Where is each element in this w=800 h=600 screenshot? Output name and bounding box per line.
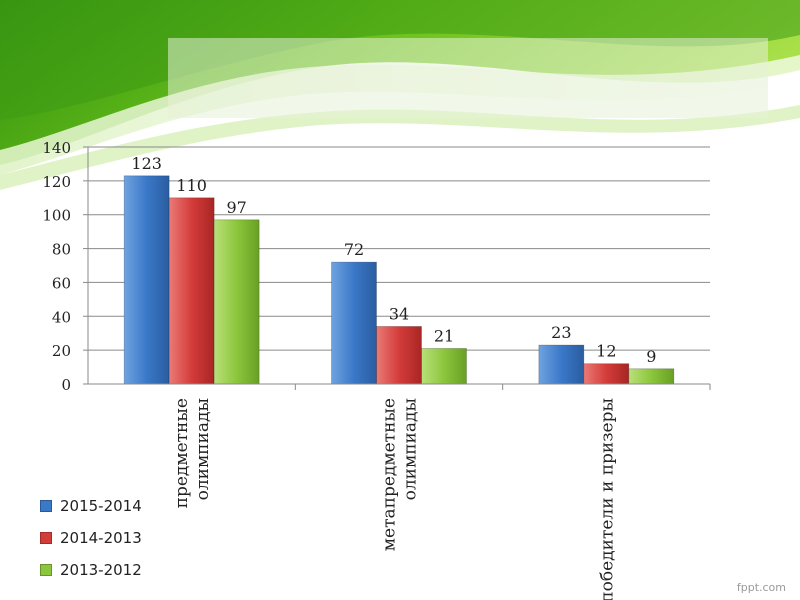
data-label-series-1: 123 <box>131 154 162 173</box>
bar-series-2 <box>168 197 215 385</box>
data-label-series-3: 9 <box>646 347 656 366</box>
bar-series-3 <box>628 368 675 385</box>
legend-label-series-1: 2015-2014 <box>60 497 142 515</box>
x-category-label-line: победители и призеры <box>597 398 617 600</box>
bar-series-2 <box>583 363 630 385</box>
legend-item-series-3: 2013-2012 <box>40 554 142 586</box>
slide-title-placeholder <box>168 38 768 118</box>
x-axis: предметные олимпиады метапредметные олимпиа… <box>88 383 711 600</box>
x-category-label-line: олимпиады <box>401 398 421 500</box>
data-label-series-1: 72 <box>344 240 364 259</box>
bar-series-3 <box>213 219 260 385</box>
data-label-series-2: 34 <box>389 304 409 323</box>
data-label-series-1: 23 <box>551 323 571 342</box>
y-tick-label: 140 <box>42 139 71 157</box>
legend-label-series-2: 2014-2013 <box>60 529 142 547</box>
y-axis: 0 20 40 60 80 100 120 140 <box>42 139 89 394</box>
bar-series-2 <box>376 326 422 385</box>
bar-series-3 <box>421 348 467 385</box>
data-label-series-2: 110 <box>176 176 207 195</box>
data-labels: 123 110 97 72 34 21 23 12 9 <box>131 154 656 366</box>
data-label-series-3: 97 <box>226 198 246 217</box>
y-tick-label: 0 <box>61 376 71 394</box>
bar-chart: 123 110 97 72 34 21 23 12 9 0 20 40 60 80 100 120 140 п… <box>42 139 711 600</box>
legend-item-series-1: 2015-2014 <box>40 490 142 522</box>
bar-series-1 <box>123 175 170 385</box>
data-label-series-3: 21 <box>434 326 454 345</box>
y-tick-label: 120 <box>42 173 71 191</box>
watermark: fppt.com <box>736 581 786 594</box>
x-category-label-line: олимпиады <box>193 398 213 500</box>
x-category-label-line: предметные <box>172 398 192 508</box>
y-tick-label: 40 <box>52 308 71 326</box>
legend-swatch-series-1 <box>40 500 52 512</box>
legend: 2015-2014 2014-2013 2013-2012 <box>40 490 142 586</box>
data-label-series-2: 12 <box>596 342 616 361</box>
bar-series-1 <box>538 344 585 385</box>
y-tick-label: 100 <box>42 207 71 225</box>
legend-item-series-2: 2014-2013 <box>40 522 142 554</box>
legend-swatch-series-3 <box>40 564 52 576</box>
bars <box>123 175 675 385</box>
y-tick-label: 80 <box>52 241 71 259</box>
y-tick-label: 60 <box>52 274 71 292</box>
x-category-label-line: метапредметные <box>380 398 400 551</box>
legend-label-series-3: 2013-2012 <box>60 561 142 579</box>
legend-swatch-series-2 <box>40 532 52 544</box>
bar-series-1 <box>331 261 377 385</box>
y-tick-label: 20 <box>52 342 71 360</box>
